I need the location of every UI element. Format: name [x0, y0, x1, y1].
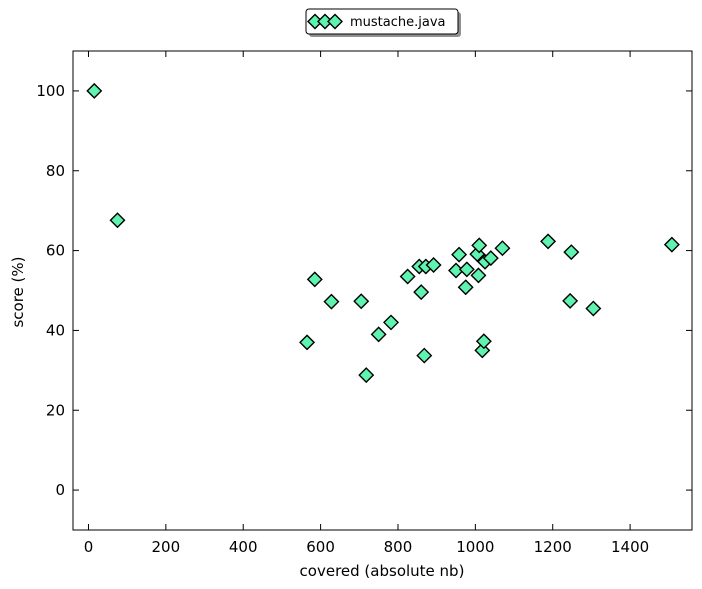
- y-tick-label: 20: [46, 401, 65, 419]
- data-point: [425, 256, 442, 273]
- data-points: [86, 82, 680, 384]
- data-point: [416, 347, 433, 364]
- y-tick-label: 100: [36, 82, 65, 100]
- plot-frame: [72, 50, 693, 531]
- x-tick-label: 200: [152, 538, 181, 556]
- data-point: [358, 367, 375, 384]
- data-point: [413, 284, 430, 301]
- x-axis-label: covered (absolute nb): [300, 562, 465, 580]
- data-point: [482, 250, 499, 267]
- data-point: [457, 279, 474, 296]
- x-tick-label: 1000: [456, 538, 494, 556]
- y-tick-labels: 0 20 40 60 80 100: [36, 82, 65, 499]
- axis-ticks: [73, 51, 692, 530]
- data-point: [86, 82, 103, 99]
- data-point: [475, 333, 492, 350]
- data-point: [370, 326, 387, 343]
- y-axis-label: score (%): [9, 256, 27, 327]
- x-tick-label: 400: [229, 538, 258, 556]
- y-tick-label: 40: [46, 321, 65, 339]
- y-tick-label: 60: [46, 242, 65, 260]
- data-point: [494, 240, 511, 257]
- data-point: [109, 212, 126, 229]
- data-point: [470, 267, 487, 284]
- x-tick-label: 600: [306, 538, 335, 556]
- data-point: [562, 292, 579, 309]
- legend-marker: [327, 13, 343, 30]
- legend-label: mustache.java: [350, 15, 446, 30]
- data-point: [299, 334, 316, 351]
- x-tick-label: 800: [384, 538, 413, 556]
- legend-frame: [305, 8, 459, 35]
- legend-markers: [307, 13, 343, 30]
- data-point: [399, 268, 416, 285]
- x-tick-label: 0: [84, 538, 94, 556]
- legend: mustache.java: [305, 8, 461, 37]
- data-point: [540, 233, 557, 250]
- data-point: [306, 271, 323, 288]
- x-tick-label: 1200: [534, 538, 572, 556]
- data-point: [474, 342, 491, 359]
- data-point: [451, 246, 468, 263]
- y-tick-label: 0: [55, 481, 65, 499]
- data-point: [383, 314, 400, 331]
- x-tick-labels: 0 200 400 600 800 1000 1200 1400: [84, 538, 649, 556]
- data-point: [563, 244, 580, 261]
- data-point: [458, 261, 475, 278]
- x-tick-label: 1400: [611, 538, 649, 556]
- data-point: [663, 236, 680, 253]
- data-point: [353, 293, 370, 310]
- data-point: [471, 237, 488, 254]
- data-point: [323, 293, 340, 310]
- y-tick-label: 80: [46, 162, 65, 180]
- data-point: [585, 300, 602, 317]
